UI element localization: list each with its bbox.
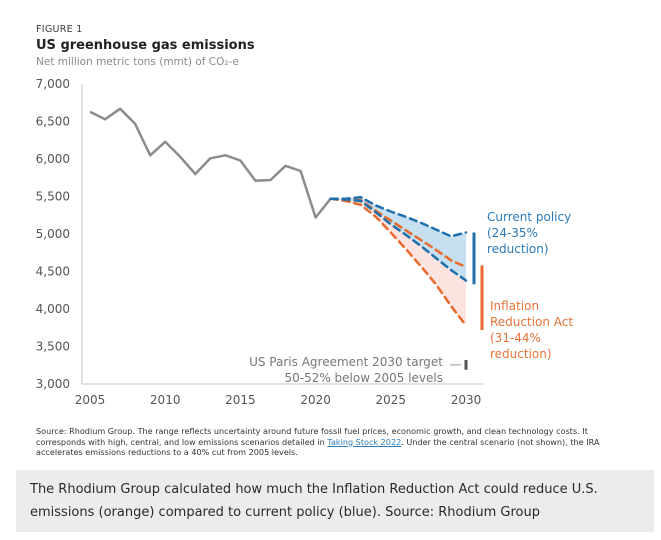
range-bars [450,232,484,370]
chart-title: US greenhouse gas emissions [36,38,255,53]
ira-range-fill [330,198,466,326]
annotations: Current policy (24-35% reduction) Inflation… [249,210,573,385]
current-policy-label: (24-35% [487,226,538,240]
y-tick-label: 4,500 [36,265,70,279]
historical-line [89,107,332,219]
x-tick-label: 2005 [75,393,106,407]
y-tick-label: 7,000 [36,77,70,91]
ira-high-line [329,197,468,269]
ira-low-line [329,197,468,327]
paris-target-label: US Paris Agreement 2030 target [249,355,443,369]
y-tick-label: 3,500 [36,340,70,354]
ira-label: reduction) [490,347,552,361]
image-caption: The Rhodium Group calculated how much th… [16,470,654,532]
y-tick-label: 5,500 [36,190,70,204]
axes: 7,000 6,500 6,000 5,500 5,000 4,500 4,000 3,500… [36,77,484,407]
current-policy-range-fill [330,197,466,281]
figure-label: FIGURE 1 [36,24,83,35]
x-tick-label: 2030 [451,393,482,407]
current-policy-label: Current policy [487,210,571,224]
y-tick-label: 6,500 [36,115,70,129]
emissions-chart: 7,000 6,500 6,000 5,500 5,000 4,500 4,000 3,500… [36,77,574,407]
current-policy-label: reduction) [487,242,549,256]
series-lines [89,107,468,327]
chart-subtitle: Net million metric tons (mmt) of CO₂-e [36,56,239,68]
ira-label: Inflation [490,299,539,313]
current-policy-high-line [329,195,468,238]
taking-stock-link[interactable]: Taking Stock 2022 [327,436,402,447]
source-note: Source: Rhodium Group. The range reflect… [36,426,636,458]
paris-target-label: 50-52% below 2005 levels [284,371,443,385]
y-tick-label: 3,000 [36,377,70,391]
x-tick-label: 2015 [225,393,256,407]
ira-label: Reduction Act [490,315,573,329]
source-text-end: . Under the central scenario (not shown)… [36,436,600,458]
y-tick-label: 5,000 [36,227,70,241]
source-text: Source: Rhodium Group. The range reflect… [36,426,588,447]
x-tick-label: 2025 [376,393,407,407]
y-tick-label: 6,000 [36,152,70,166]
x-tick-label: 2010 [150,393,181,407]
range-fills [330,197,466,326]
y-tick-label: 4,000 [36,302,70,316]
x-tick-label: 2020 [300,393,331,407]
current-policy-low-line [329,197,468,282]
ira-label: (31-44% [490,331,541,345]
